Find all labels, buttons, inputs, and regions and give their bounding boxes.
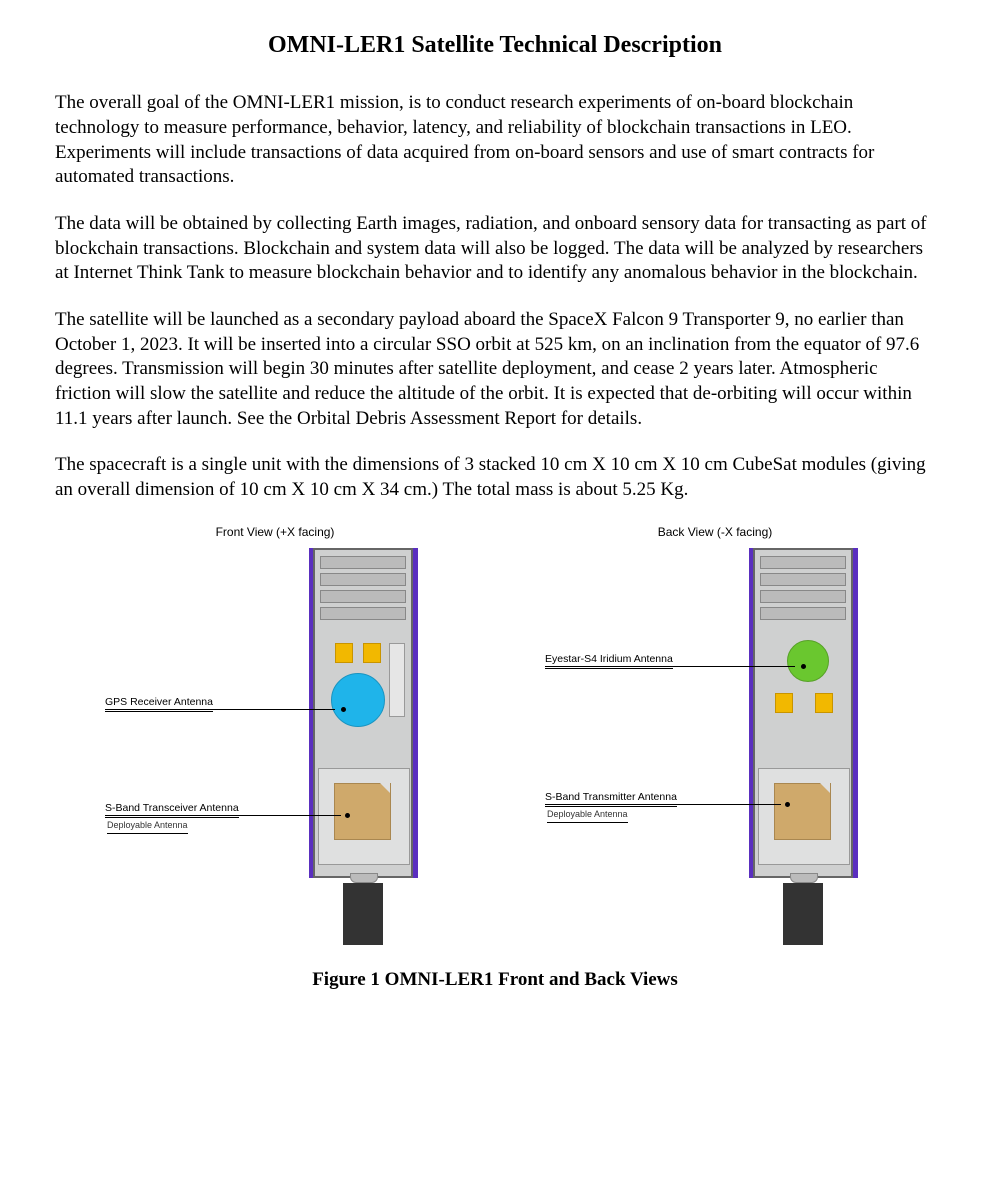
front-view-title: Front View (+X facing) [216,525,335,541]
rail-icon [853,548,858,878]
thin-module-icon [389,643,405,717]
slat-icon [320,573,406,586]
front-view: Front View (+X facing) GPS Receiver An [85,525,465,949]
deployable-back-label: Deployable Antenna [547,809,628,823]
deployable-label: Deployable Antenna [107,820,188,834]
paragraph-3: The satellite will be launched as a seco… [55,308,935,431]
slat-icon [760,590,846,603]
pointer-line [545,804,781,805]
foot-tab-icon [790,873,818,883]
slat-icon [320,607,406,620]
paragraph-1: The overall goal of the OMNI-LER1 missio… [55,91,935,190]
top-slats [320,556,406,624]
back-view: Back View (-X facing) Eyestar-S4 Iridium… [525,525,905,949]
pointer-line [105,815,341,816]
pointer-line [105,709,335,710]
patch-corner-icon [380,783,390,793]
foot-tab-icon [350,873,378,883]
top-slats [760,556,846,624]
front-satellite-diagram: GPS Receiver Antenna S-Band Transceiver … [85,548,465,948]
slat-icon [760,556,846,569]
yellow-module-icon [815,693,833,713]
back-satellite-diagram: Eyestar-S4 Iridium Antenna S-Band Transm… [525,548,905,948]
paragraph-4: The spacecraft is a single unit with the… [55,453,935,502]
pointer-line [545,666,795,667]
slat-icon [760,607,846,620]
yellow-module-icon [335,643,353,663]
slat-icon [320,556,406,569]
slat-icon [320,590,406,603]
mast-icon [783,883,823,945]
figure-1: Front View (+X facing) GPS Receiver An [55,525,935,949]
rail-icon [413,548,418,878]
figure-caption: Figure 1 OMNI-LER1 Front and Back Views [55,968,935,993]
back-view-title: Back View (-X facing) [658,525,773,541]
yellow-module-icon [363,643,381,663]
mast-icon [343,883,383,945]
slat-icon [760,573,846,586]
patch-corner-icon [820,783,830,793]
page-title: OMNI-LER1 Satellite Technical Descriptio… [55,30,935,61]
yellow-module-icon [775,693,793,713]
paragraph-2: The data will be obtained by collecting … [55,212,935,286]
